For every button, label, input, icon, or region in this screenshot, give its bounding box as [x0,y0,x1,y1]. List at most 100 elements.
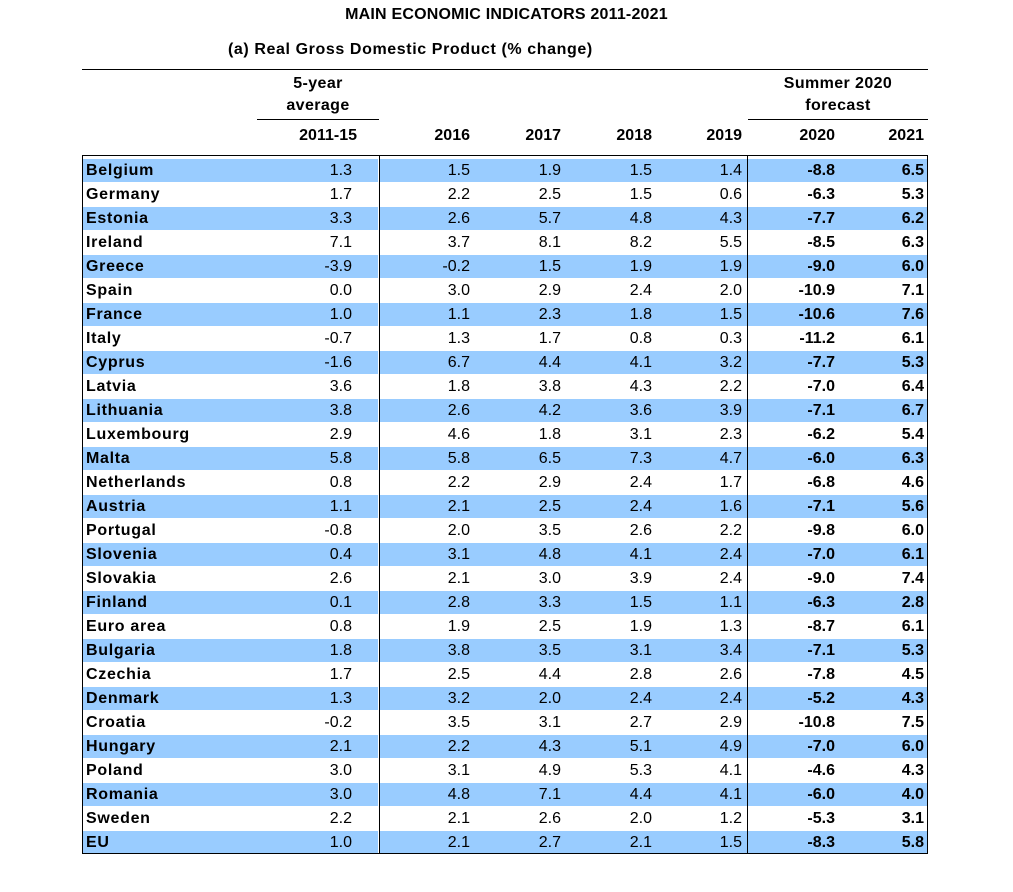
country-name: Croatia [86,714,147,731]
row-highlight [82,543,378,566]
value-cell: 5.3 [901,354,924,371]
value-cell: 5.3 [629,762,652,779]
value-cell: 2.0 [629,810,652,827]
table-row: Austria 1.1 2.1 2.5 2.4 1.6 -7.1 5.6 [82,495,928,518]
value-cell: 2.2 [447,186,470,203]
row-highlight [82,207,378,230]
value-cell: 2.5 [447,666,470,683]
country-name: Portugal [86,522,157,539]
value-cell: 4.3 [538,738,561,755]
avg-header: 5-year average [257,73,379,117]
row-highlight [748,447,927,470]
value-cell: 2.4 [719,546,742,563]
top-rule [82,69,928,70]
value-cell: 3.1 [538,714,561,731]
value-cell: 6.0 [901,258,924,275]
table-row: Italy -0.7 1.3 1.7 0.8 0.3 -11.2 6.1 [82,327,928,350]
year-header-2021: 2021 [888,127,924,144]
value-cell: 2.9 [719,714,742,731]
value-cell: 3.2 [447,690,470,707]
country-name: Ireland [86,234,144,251]
column-separator-avg [379,156,380,854]
value-cell: 4.6 [901,474,924,491]
value-cell: 1.1 [329,498,352,515]
value-cell: 0.8 [329,474,352,491]
value-cell: 3.8 [538,378,561,395]
row-highlight [82,591,378,614]
row-highlight [82,687,378,710]
value-cell: -6.3 [807,186,835,203]
value-cell: 1.5 [538,258,561,275]
value-cell: 4.4 [538,354,561,371]
country-name: Slovenia [86,546,158,563]
value-cell: 2.5 [538,618,561,635]
value-cell: 1.6 [719,498,742,515]
value-cell: 3.1 [447,546,470,563]
country-name: Italy [86,330,122,347]
value-cell: 3.0 [538,570,561,587]
value-cell: -1.6 [324,354,352,371]
value-cell: 3.0 [447,282,470,299]
value-cell: 3.6 [329,378,352,395]
value-cell: 3.1 [629,426,652,443]
value-cell: 2.8 [629,666,652,683]
value-cell: -6.8 [807,474,835,491]
row-highlight [748,351,927,374]
value-cell: 1.3 [719,618,742,635]
value-cell: 4.3 [901,762,924,779]
value-cell: 2.6 [447,402,470,419]
row-highlight [82,735,378,758]
country-name: Belgium [86,162,155,179]
value-cell: 1.5 [719,834,742,851]
value-cell: 3.0 [329,786,352,803]
row-highlight [82,495,378,518]
value-cell: 7.6 [901,306,924,323]
value-cell: 5.3 [901,642,924,659]
value-cell: 1.9 [629,618,652,635]
row-highlight [82,351,378,374]
value-cell: 7.5 [901,714,924,731]
value-cell: 1.9 [629,258,652,275]
value-cell: 1.1 [719,594,742,611]
page-title: MAIN ECONOMIC INDICATORS 2011-2021 [345,6,668,23]
row-highlight [748,639,927,662]
value-cell: -0.8 [324,522,352,539]
value-cell: 5.8 [447,450,470,467]
value-cell: 5.3 [901,186,924,203]
row-highlight [748,735,927,758]
row-highlight [748,399,927,422]
table-row: Malta 5.8 5.8 6.5 7.3 4.7 -6.0 6.3 [82,447,928,470]
country-name: Greece [86,258,145,275]
value-cell: 2.0 [719,282,742,299]
value-cell: -10.8 [798,714,835,731]
table-row: Slovakia 2.6 2.1 3.0 3.9 2.4 -9.0 7.4 [82,567,928,590]
value-cell: 3.5 [538,522,561,539]
row-highlight [380,255,747,278]
row-highlight [380,399,747,422]
year-header-2017: 2017 [525,127,561,144]
value-cell: 2.4 [629,282,652,299]
value-cell: 3.5 [447,714,470,731]
table-row: Croatia -0.2 3.5 3.1 2.7 2.9 -10.8 7.5 [82,711,928,734]
value-cell: 0.4 [329,546,352,563]
country-name: Finland [86,594,148,611]
value-cell: 4.1 [719,762,742,779]
value-cell: 7.1 [901,282,924,299]
value-cell: 2.4 [629,498,652,515]
value-cell: -0.7 [324,330,352,347]
value-cell: -6.0 [807,786,835,803]
avg-header-line1: 5-year [293,75,343,92]
row-highlight [380,639,747,662]
value-cell: 2.1 [447,498,470,515]
value-cell: 1.1 [447,306,470,323]
table-row: Germany 1.7 2.2 2.5 1.5 0.6 -6.3 5.3 [82,183,928,206]
forecast-header-rule [748,119,928,120]
row-highlight [82,399,378,422]
table-row: Denmark 1.3 3.2 2.0 2.4 2.4 -5.2 4.3 [82,687,928,710]
row-highlight [748,831,927,854]
value-cell: 2.5 [538,186,561,203]
value-cell: 2.8 [447,594,470,611]
row-highlight [82,783,378,806]
value-cell: 5.5 [719,234,742,251]
value-cell: 3.1 [447,762,470,779]
